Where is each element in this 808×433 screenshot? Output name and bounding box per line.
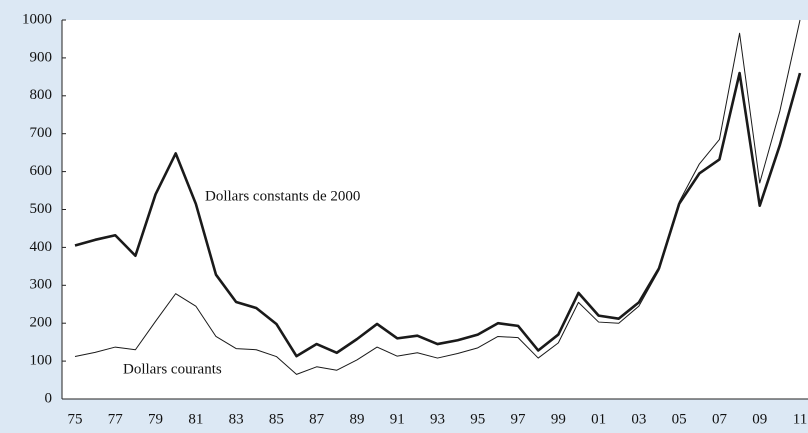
y-tick-label: 600: [30, 163, 53, 179]
y-tick-label: 800: [30, 87, 53, 103]
x-tick-label: 79: [148, 411, 163, 427]
x-tick-label: 09: [752, 411, 767, 427]
x-tick-label: 85: [269, 411, 284, 427]
x-tick-label: 99: [551, 411, 566, 427]
y-tick-label: 200: [30, 315, 53, 331]
x-tick-label: 01: [591, 411, 606, 427]
x-tick-label: 03: [631, 411, 646, 427]
y-tick-label: 700: [30, 125, 53, 141]
x-tick-label: 11: [793, 411, 807, 427]
y-tick-label: 900: [30, 49, 53, 65]
x-tick-label: 93: [430, 411, 445, 427]
x-tick-label: 97: [511, 411, 527, 427]
x-tick-label: 81: [188, 411, 203, 427]
x-tick-label: 87: [309, 411, 325, 427]
series-label: Dollars courants: [123, 361, 222, 377]
x-tick-label: 95: [470, 411, 485, 427]
series-line: [74, 71, 802, 358]
x-tick-label: 77: [108, 411, 124, 427]
x-tick-label: 07: [712, 411, 728, 427]
y-tick-label: 100: [30, 353, 53, 369]
x-tick-label: 89: [349, 411, 364, 427]
y-tick-label: 400: [30, 239, 53, 255]
x-tick-label: 05: [672, 411, 687, 427]
y-tick-label: 500: [30, 201, 53, 217]
y-tick-label: 0: [45, 390, 53, 406]
series-line: [74, 19, 801, 375]
x-tick-label: 91: [390, 411, 405, 427]
x-tick-label: 83: [229, 411, 244, 427]
y-tick-label: 300: [30, 277, 53, 293]
series-label: Dollars constants de 2000: [205, 188, 360, 204]
y-tick-label: 1000: [22, 11, 52, 27]
plot-area: [62, 20, 808, 399]
x-tick-label: 75: [68, 411, 83, 427]
